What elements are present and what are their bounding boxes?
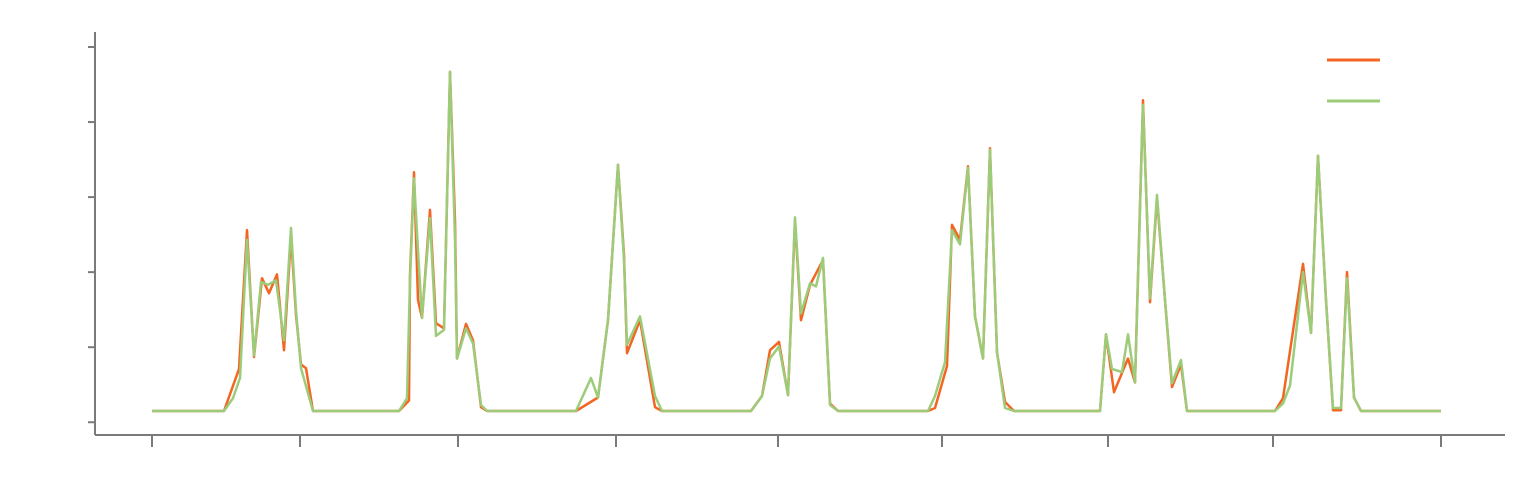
series-line	[152, 70, 1441, 413]
